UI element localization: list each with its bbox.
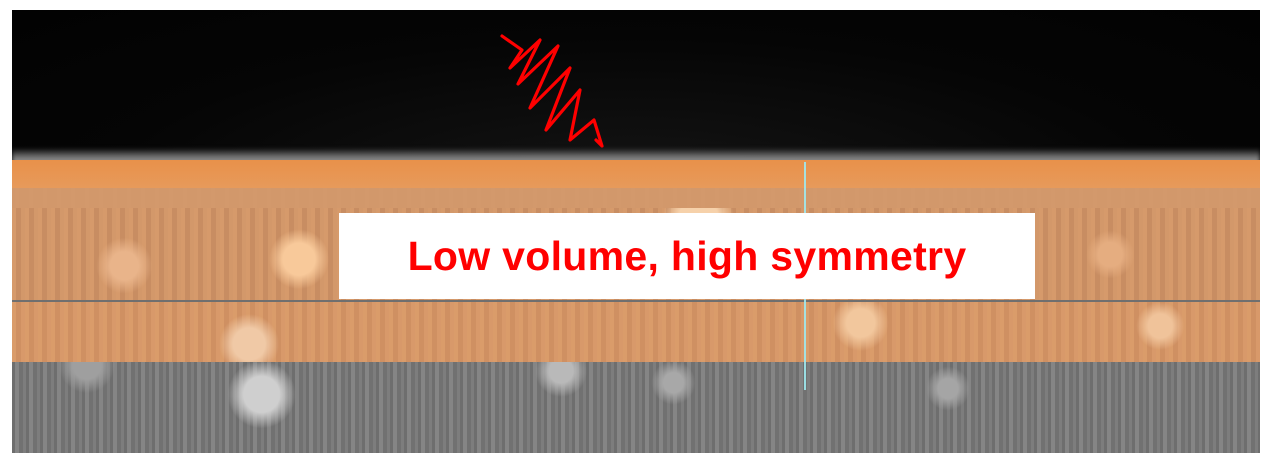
orange-overlay-band-top [12, 160, 1260, 188]
layer-boundary-line [12, 300, 1260, 302]
dark-background [12, 10, 1260, 160]
annotation-box: Low volume, high symmetry [339, 213, 1035, 299]
red-waveform-icon [500, 34, 604, 148]
orange-overlay-band-lower [12, 302, 1260, 362]
orange-overlay-band-thin [12, 188, 1260, 208]
annotation-text: Low volume, high symmetry [407, 232, 967, 279]
